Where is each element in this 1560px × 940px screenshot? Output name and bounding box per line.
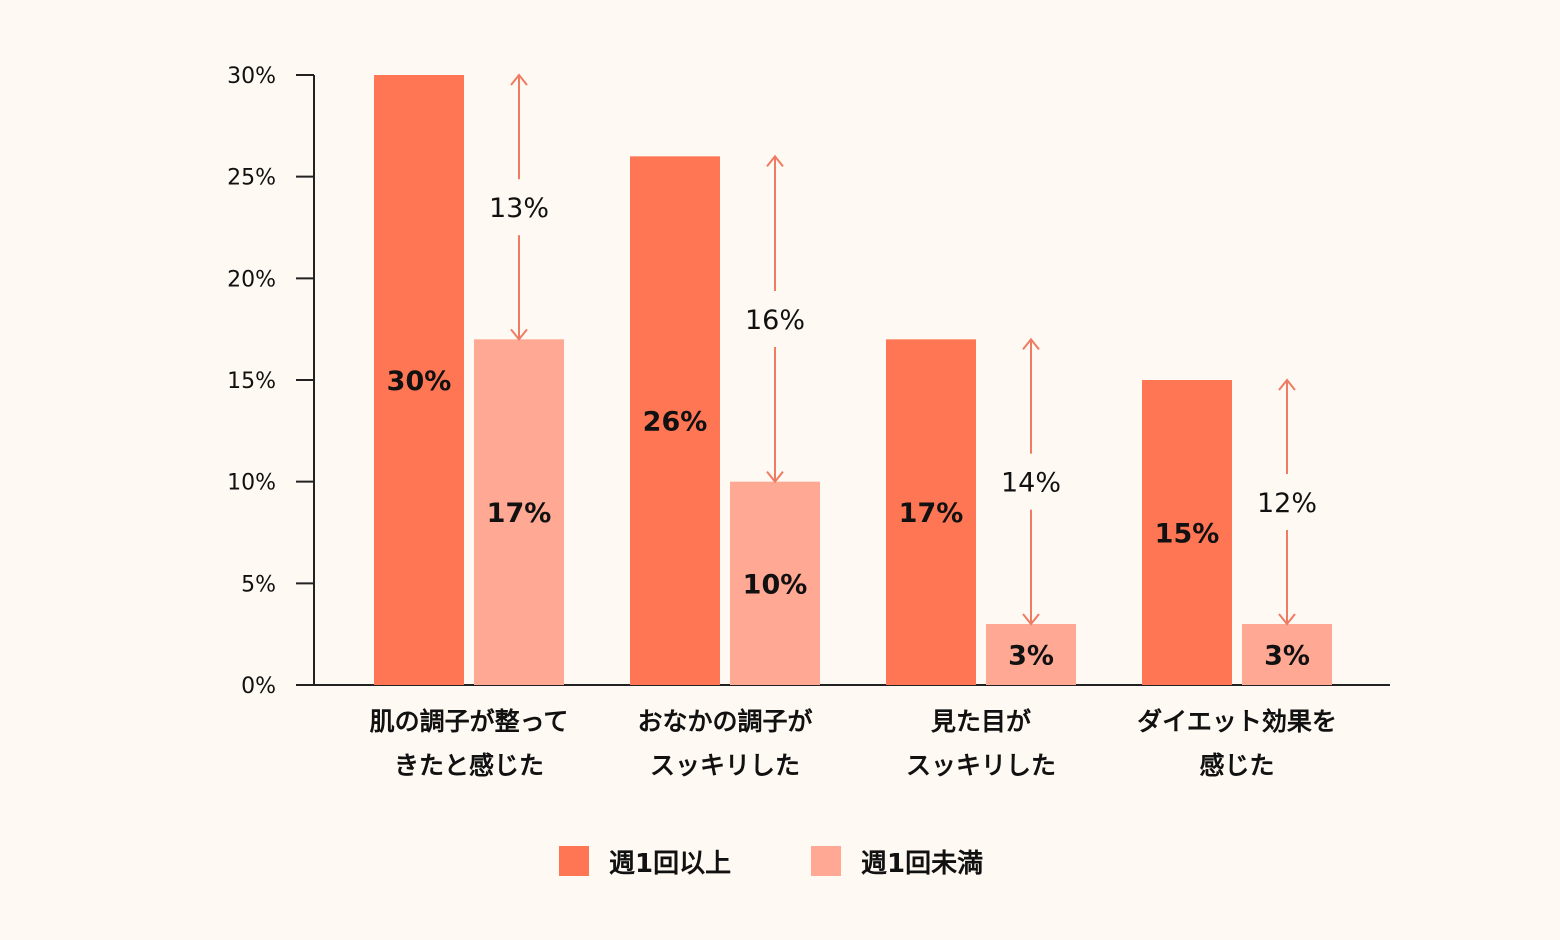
bar-weekly-plus bbox=[1142, 380, 1232, 685]
arrow-head-down-icon bbox=[510, 328, 528, 341]
bar-weekly-plus bbox=[886, 339, 976, 685]
bar-weekly-less bbox=[1242, 624, 1332, 685]
bar-value-label: 17% bbox=[899, 498, 964, 529]
bar-weekly-less bbox=[474, 339, 564, 685]
difference-label: 14% bbox=[1001, 468, 1061, 499]
y-tick-label: 5% bbox=[241, 572, 276, 597]
y-tick-label: 25% bbox=[227, 166, 276, 191]
category-label: 肌の調子が整ってきたと感じた bbox=[370, 707, 569, 780]
axes: 0%5%10%15%20%25%30%肌の調子が整ってきたと感じたおなかの調子が… bbox=[227, 64, 1390, 780]
bar-value-label: 3% bbox=[1008, 641, 1054, 672]
category-label-line: おなかの調子が bbox=[637, 707, 812, 736]
y-tick-label: 0% bbox=[241, 674, 276, 699]
y-tick-label: 30% bbox=[227, 64, 276, 89]
category-label-line: ダイエット効果を bbox=[1137, 707, 1337, 736]
legend-label: 週1回以上 bbox=[609, 849, 731, 879]
bar-weekly-plus bbox=[374, 75, 464, 685]
y-tick-label: 20% bbox=[227, 267, 276, 292]
category-label-line: スッキリした bbox=[650, 751, 800, 780]
bar-weekly-plus bbox=[630, 156, 720, 686]
legend-label: 週1回未満 bbox=[861, 849, 983, 879]
y-tick-label: 10% bbox=[227, 471, 276, 496]
arrow-head-up-icon bbox=[766, 154, 784, 167]
category-label: 見た目がスッキリした bbox=[906, 707, 1056, 780]
category-label: おなかの調子がスッキリした bbox=[637, 707, 812, 780]
bar-value-label: 15% bbox=[1155, 519, 1220, 550]
arrow-head-down-icon bbox=[1022, 613, 1040, 626]
bar-value-label: 17% bbox=[487, 498, 552, 529]
arrow-head-up-icon bbox=[1022, 337, 1040, 350]
category-label-line: きたと感じた bbox=[394, 751, 544, 780]
arrow-head-down-icon bbox=[766, 471, 784, 484]
legend: 週1回以上 週1回未満 bbox=[559, 846, 983, 879]
bar-value-label: 30% bbox=[387, 366, 452, 397]
difference-annotations: 13% 16% 14% 12% bbox=[489, 73, 1317, 626]
difference-label: 12% bbox=[1257, 488, 1317, 519]
bars: 30% 17% 26% 10% 17% 3% 15% 3% bbox=[374, 75, 1332, 686]
legend-swatch bbox=[559, 846, 589, 876]
bar-value-label: 3% bbox=[1264, 641, 1310, 672]
arrow-head-up-icon bbox=[1278, 378, 1296, 391]
category-label-line: スッキリした bbox=[906, 751, 1056, 780]
bar-value-label: 26% bbox=[643, 407, 708, 438]
legend-swatch bbox=[811, 846, 841, 876]
bar-weekly-less bbox=[730, 481, 820, 685]
bar-weekly-less bbox=[986, 624, 1076, 685]
difference-label: 16% bbox=[745, 305, 805, 336]
arrow-head-up-icon bbox=[510, 73, 528, 86]
arrow-head-down-icon bbox=[1278, 613, 1296, 626]
category-label-line: 肌の調子が整って bbox=[370, 707, 569, 736]
category-label: ダイエット効果を感じた bbox=[1137, 707, 1337, 780]
y-tick-label: 15% bbox=[227, 369, 276, 394]
category-label-line: 感じた bbox=[1199, 751, 1274, 780]
difference-label: 13% bbox=[489, 193, 549, 224]
category-label-line: 見た目が bbox=[931, 707, 1031, 736]
bar-value-label: 10% bbox=[743, 569, 808, 600]
